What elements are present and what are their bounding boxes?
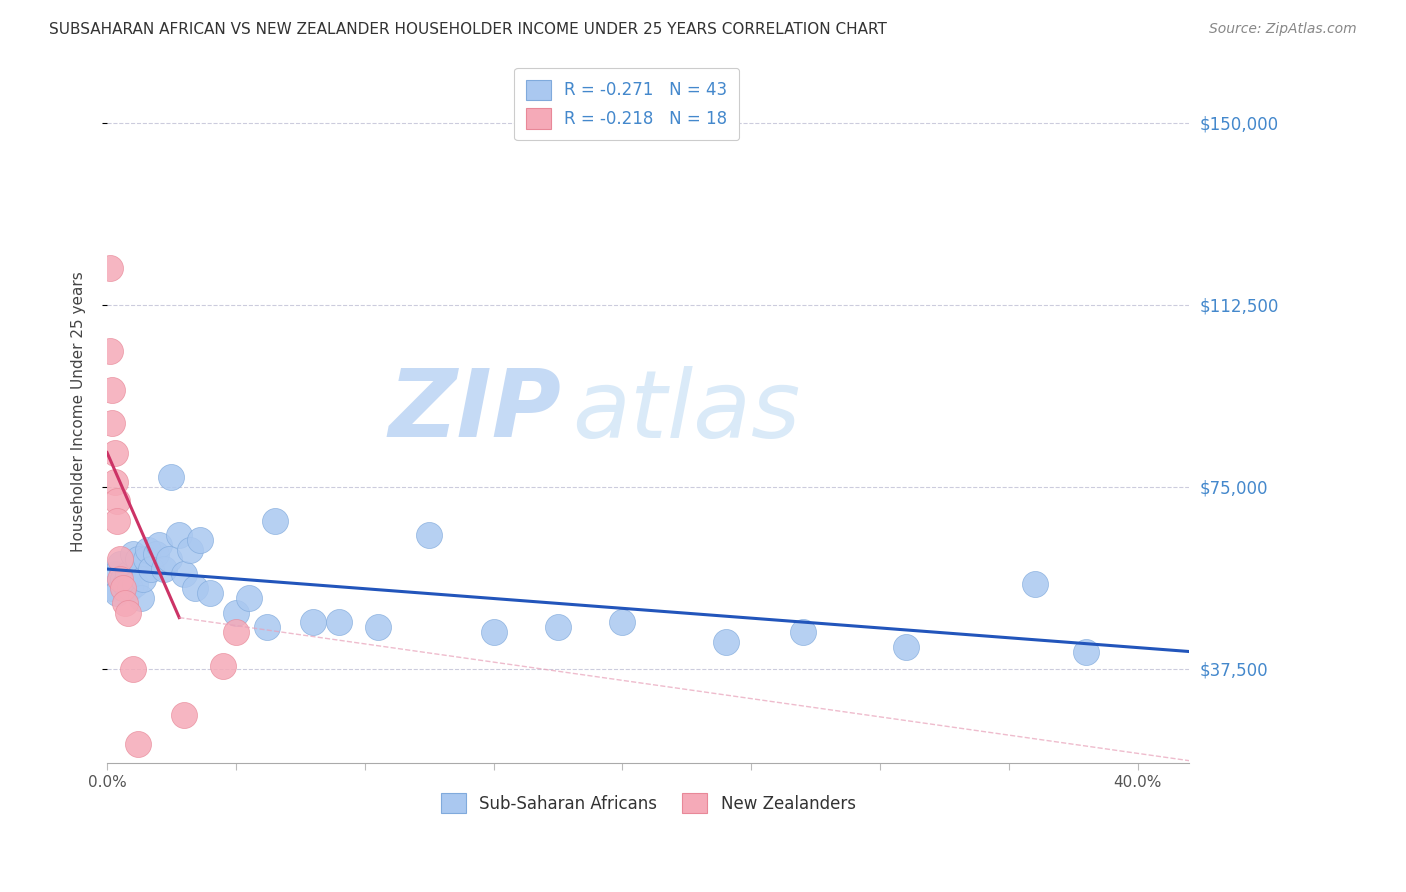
Point <box>157 552 180 566</box>
Point <box>145 548 167 562</box>
Point <box>198 586 221 600</box>
Point <box>121 548 143 562</box>
Point <box>263 514 285 528</box>
Point <box>105 514 128 528</box>
Point <box>117 606 139 620</box>
Point <box>612 615 634 630</box>
Point <box>152 562 174 576</box>
Point <box>225 625 247 640</box>
Point <box>714 635 737 649</box>
Point <box>302 615 325 630</box>
Point <box>101 417 124 431</box>
Point <box>136 542 159 557</box>
Point <box>127 552 149 566</box>
Point <box>120 582 142 596</box>
Point <box>135 552 157 566</box>
Point <box>167 528 190 542</box>
Point <box>127 737 149 751</box>
Point <box>179 542 201 557</box>
Point <box>129 591 152 606</box>
Y-axis label: Householder Income Under 25 years: Householder Income Under 25 years <box>72 271 86 552</box>
Point <box>101 383 124 397</box>
Point <box>894 640 917 654</box>
Legend: Sub-Saharan Africans, New Zealanders: Sub-Saharan Africans, New Zealanders <box>429 781 868 825</box>
Point <box>105 586 128 600</box>
Point <box>104 445 127 459</box>
Point <box>148 538 170 552</box>
Point <box>101 582 124 596</box>
Point <box>188 533 211 547</box>
Point <box>132 572 155 586</box>
Point <box>104 475 127 489</box>
Text: Source: ZipAtlas.com: Source: ZipAtlas.com <box>1209 22 1357 37</box>
Point <box>547 620 569 634</box>
Point <box>1076 644 1098 658</box>
Point <box>367 620 389 634</box>
Point <box>173 707 195 722</box>
Point <box>418 528 440 542</box>
Point <box>104 566 127 581</box>
Point <box>328 615 350 630</box>
Point <box>98 261 121 276</box>
Point <box>124 576 146 591</box>
Point <box>108 558 131 572</box>
Point <box>111 572 134 586</box>
Point <box>1024 576 1046 591</box>
Point <box>212 659 235 673</box>
Point <box>117 566 139 581</box>
Point <box>482 625 505 640</box>
Point <box>108 552 131 566</box>
Point <box>139 562 162 576</box>
Point <box>792 625 814 640</box>
Point <box>121 661 143 675</box>
Point <box>160 470 183 484</box>
Point <box>111 582 134 596</box>
Point <box>105 494 128 508</box>
Text: ZIP: ZIP <box>389 366 561 458</box>
Point <box>225 606 247 620</box>
Point <box>98 343 121 358</box>
Point <box>238 591 260 606</box>
Point <box>183 582 205 596</box>
Point <box>114 596 136 610</box>
Point <box>256 620 278 634</box>
Point <box>108 572 131 586</box>
Text: atlas: atlas <box>572 366 801 457</box>
Point <box>114 576 136 591</box>
Point <box>173 566 195 581</box>
Text: SUBSAHARAN AFRICAN VS NEW ZEALANDER HOUSEHOLDER INCOME UNDER 25 YEARS CORRELATIO: SUBSAHARAN AFRICAN VS NEW ZEALANDER HOUS… <box>49 22 887 37</box>
